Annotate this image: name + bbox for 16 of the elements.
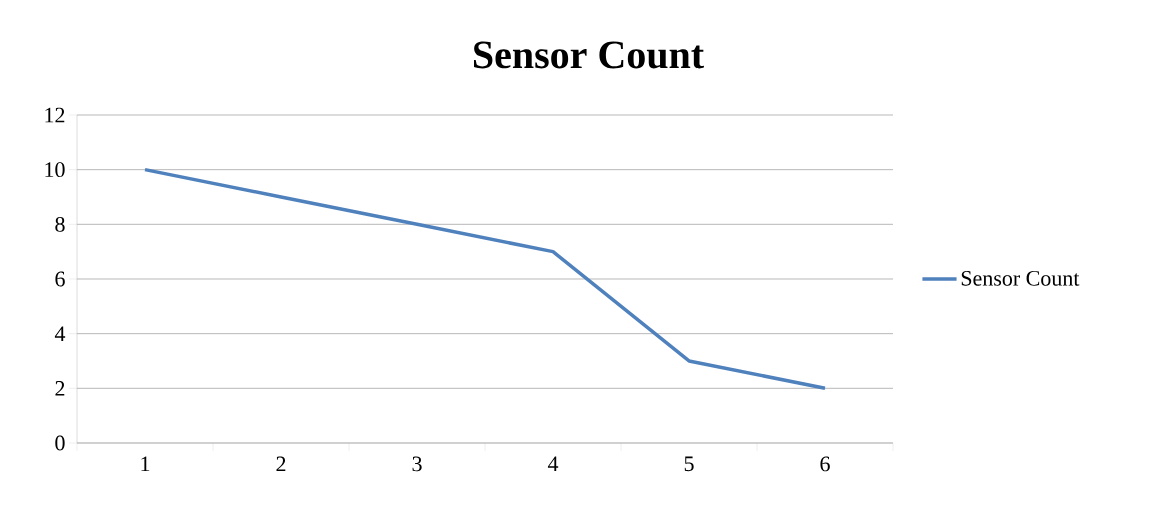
x-tick-label: 3 [412, 456, 422, 472]
y-tick-label: 12 [45, 107, 65, 123]
x-tick-label: 5 [684, 456, 694, 472]
x-tick-label: 2 [276, 456, 286, 472]
y-tick-label: 6 [55, 271, 65, 287]
y-tick-label: 0 [55, 435, 65, 451]
y-tick-label: 2 [55, 381, 65, 396]
line-series [143, 167, 827, 391]
x-tick-label: 6 [820, 456, 830, 472]
x-tick-label: 4 [547, 456, 559, 471]
legend-label: Sensor Count [961, 270, 1080, 286]
x-tick-label: 1 [141, 456, 150, 472]
y-tick-label: 10 [45, 162, 65, 178]
y-tick-label: 4 [54, 326, 66, 341]
chart-title: Sensor Count [474, 41, 704, 69]
y-tick-label: 8 [55, 216, 65, 232]
